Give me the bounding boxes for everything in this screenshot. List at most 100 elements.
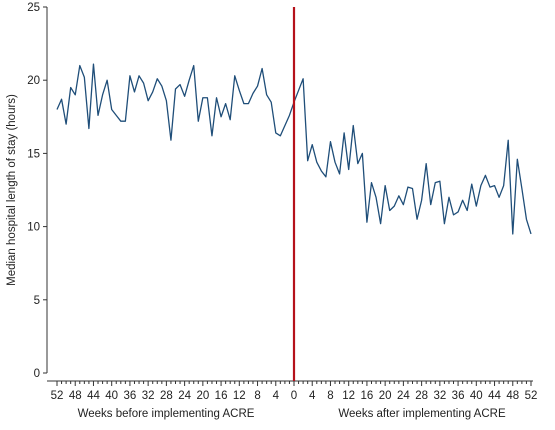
data-point — [452, 213, 455, 216]
data-point — [106, 79, 109, 82]
data-point — [165, 99, 168, 102]
data-point — [297, 89, 300, 92]
y-tick-label: 10 — [27, 222, 40, 234]
data-point — [402, 203, 405, 206]
data-point — [210, 134, 213, 137]
data-point — [260, 67, 263, 70]
x-tick-label-zero: 0 — [291, 390, 297, 402]
data-point — [466, 209, 469, 212]
x-tick-label-after: 28 — [415, 390, 428, 402]
data-point — [374, 196, 377, 199]
data-point — [224, 102, 227, 105]
data-point — [238, 89, 241, 92]
x-tick-label-after: 12 — [342, 390, 355, 402]
x-tick-label-after: 4 — [309, 390, 316, 402]
data-point — [110, 108, 113, 111]
data-point — [270, 101, 273, 104]
data-point — [507, 139, 510, 142]
data-point — [347, 168, 350, 171]
data-point — [101, 93, 104, 96]
data-point — [379, 222, 382, 225]
data-point — [456, 210, 459, 213]
data-point — [92, 62, 95, 65]
x-tick-label-after: 24 — [397, 390, 410, 402]
data-point — [488, 185, 491, 188]
data-point — [229, 118, 232, 121]
data-point — [74, 93, 77, 96]
y-tick-label: 15 — [27, 148, 40, 160]
data-point — [329, 140, 332, 143]
data-point — [247, 102, 250, 105]
data-point — [137, 74, 140, 77]
data-point — [78, 64, 81, 67]
data-point — [365, 221, 368, 224]
data-point — [420, 199, 423, 202]
data-point — [174, 87, 177, 90]
y-tick-label: 5 — [34, 295, 40, 307]
data-point — [425, 162, 428, 165]
data-point — [128, 74, 131, 77]
data-point — [497, 196, 500, 199]
data-point — [60, 98, 63, 101]
data-point — [484, 174, 487, 177]
data-point — [87, 127, 90, 130]
x-tick-label-before: 48 — [69, 390, 82, 402]
x-axis-title-before: Weeks before implementing ACRE — [78, 408, 255, 420]
data-point — [306, 159, 309, 162]
data-point — [160, 84, 163, 87]
data-point — [315, 161, 318, 164]
x-tick-label-after: 44 — [488, 390, 501, 402]
y-tick-label: 20 — [27, 75, 40, 87]
x-tick-label-after: 40 — [470, 390, 483, 402]
data-point — [169, 139, 172, 142]
x-tick-label-before: 32 — [142, 390, 155, 402]
data-point — [343, 131, 346, 134]
data-point — [511, 232, 514, 235]
x-axis-title-after: Weeks after implementing ACRE — [338, 408, 506, 420]
data-point — [352, 124, 355, 127]
data-point — [384, 184, 387, 187]
data-point — [447, 196, 450, 199]
x-tick-label-after: 8 — [327, 390, 333, 402]
data-point — [475, 205, 478, 208]
data-point — [502, 184, 505, 187]
data-point — [493, 184, 496, 187]
data-point — [156, 77, 159, 80]
data-point — [119, 120, 122, 123]
data-point — [443, 222, 446, 225]
y-tick-label: 25 — [27, 2, 40, 14]
data-point — [183, 95, 186, 98]
data-point — [133, 90, 136, 93]
x-tick-label-after: 32 — [433, 390, 446, 402]
data-point — [233, 74, 236, 77]
data-point — [115, 114, 118, 117]
data-point — [265, 93, 268, 96]
x-tick-label-before: 44 — [87, 390, 100, 402]
data-point — [192, 64, 195, 67]
data-point — [461, 199, 464, 202]
data-point — [83, 76, 86, 79]
data-point — [274, 131, 277, 134]
data-point — [320, 169, 323, 172]
data-point — [251, 92, 254, 95]
x-tick-label-before: 4 — [273, 390, 280, 402]
data-point — [65, 123, 68, 126]
data-point — [479, 184, 482, 187]
x-tick-label-before: 16 — [215, 390, 228, 402]
x-tick-label-after: 16 — [361, 390, 374, 402]
data-point — [516, 158, 519, 161]
x-tick-label-before: 28 — [160, 390, 173, 402]
data-point — [242, 102, 245, 105]
data-point — [279, 134, 282, 137]
x-axis: 52 48 44 40 36 32 28 24 20 16 12 8 4 0 4 8 12 16 20 24 28 32 3… — [47, 380, 537, 402]
data-point — [438, 180, 441, 183]
data-point — [142, 82, 145, 85]
data-point — [397, 194, 400, 197]
data-point — [370, 181, 373, 184]
data-point — [324, 175, 327, 178]
data-point — [151, 90, 154, 93]
data-point — [215, 96, 218, 99]
data-point — [69, 86, 72, 89]
data-point — [529, 232, 532, 235]
